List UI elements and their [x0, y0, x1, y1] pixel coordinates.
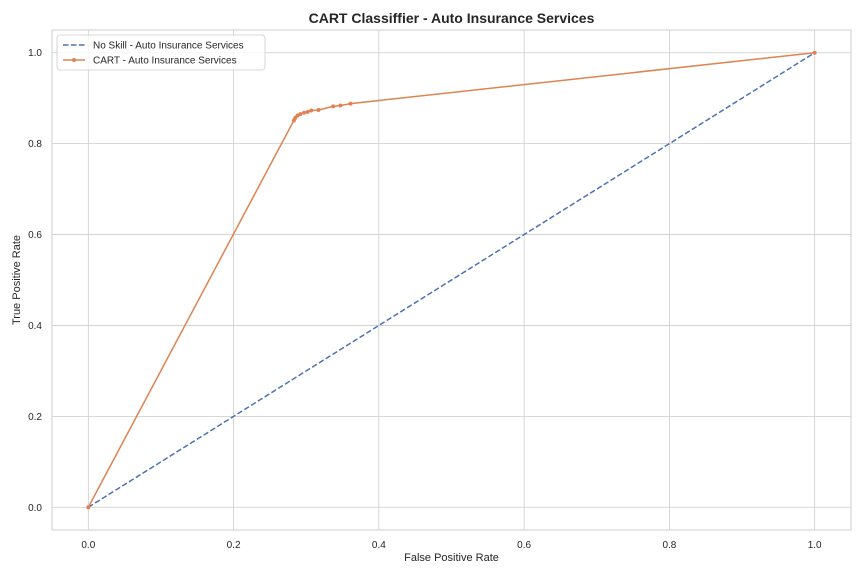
- legend-marker-cart: [72, 58, 76, 62]
- y-tick-label: 0.6: [28, 230, 42, 241]
- data-point: [302, 110, 307, 115]
- y-axis-label: True Positive Rate: [11, 235, 23, 325]
- y-tick-label: 0.8: [28, 139, 42, 150]
- x-axis-ticks: 0.0 0.2 0.4 0.6 0.8 1.0: [81, 540, 822, 551]
- data-point: [309, 108, 314, 113]
- plot-frame: [51, 29, 852, 531]
- data-point: [305, 109, 310, 114]
- data-point: [86, 505, 91, 510]
- data-point: [812, 50, 817, 55]
- data-point: [298, 112, 303, 117]
- series-layer: [86, 50, 817, 510]
- y-tick-label: 0.4: [28, 321, 42, 332]
- x-tick-label: 0.8: [662, 540, 676, 551]
- series-line-0: [87, 52, 816, 508]
- y-tick-label: 0.0: [28, 503, 42, 514]
- legend: No Skill - Auto Insurance Services CART …: [56, 34, 266, 71]
- data-point: [316, 108, 321, 112]
- data-point: [338, 103, 343, 108]
- data-point: [331, 104, 336, 109]
- x-tick-label: 0.4: [372, 540, 386, 551]
- y-tick-label: 0.2: [28, 412, 42, 423]
- x-tick-label: 0.6: [517, 540, 531, 551]
- x-tick-label: 1.0: [808, 540, 822, 551]
- x-axis-label: False Positive Rate: [404, 552, 499, 564]
- y-axis-ticks: 0.0 0.2 0.4 0.6 0.8 1.0: [28, 48, 42, 514]
- chart-title: CART Classiffier - Auto Insurance Servic…: [309, 10, 595, 26]
- y-tick-label: 1.0: [28, 48, 42, 59]
- legend-label-no-skill: No Skill - Auto Insurance Services: [93, 41, 244, 52]
- legend-box: [56, 34, 266, 71]
- x-tick-label: 0.2: [227, 540, 241, 551]
- x-tick-label: 0.0: [81, 540, 95, 551]
- data-point: [348, 101, 353, 106]
- legend-label-cart: CART - Auto Insurance Services: [93, 56, 237, 67]
